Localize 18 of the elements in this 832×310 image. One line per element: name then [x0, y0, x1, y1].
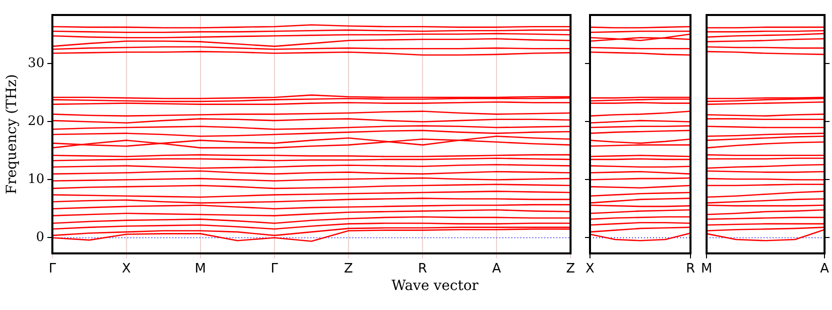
x-axis-title: Wave vector [392, 278, 478, 294]
x-tick-label: Γ [48, 262, 57, 277]
y-axis-title: Frequency (THz) [4, 74, 20, 194]
x-tick-label: M [194, 262, 206, 277]
x-tick-label: X [586, 262, 595, 277]
x-tick-label: M [701, 262, 712, 277]
x-tick-label: X [122, 262, 131, 277]
y-tick-label: 30 [28, 56, 44, 72]
x-tick-label: Z [566, 262, 576, 277]
x-tick-label: Γ [270, 262, 279, 277]
x-tick-label: Z [344, 262, 354, 277]
x-tick-label: R [418, 262, 428, 277]
y-tick-label: 20 [28, 114, 44, 130]
y-tick-label: 0 [36, 230, 44, 246]
x-tick-label: R [686, 262, 696, 277]
x-tick-label: A [820, 262, 830, 277]
y-tick-label: 10 [28, 172, 44, 188]
x-tick-label: A [492, 262, 502, 277]
